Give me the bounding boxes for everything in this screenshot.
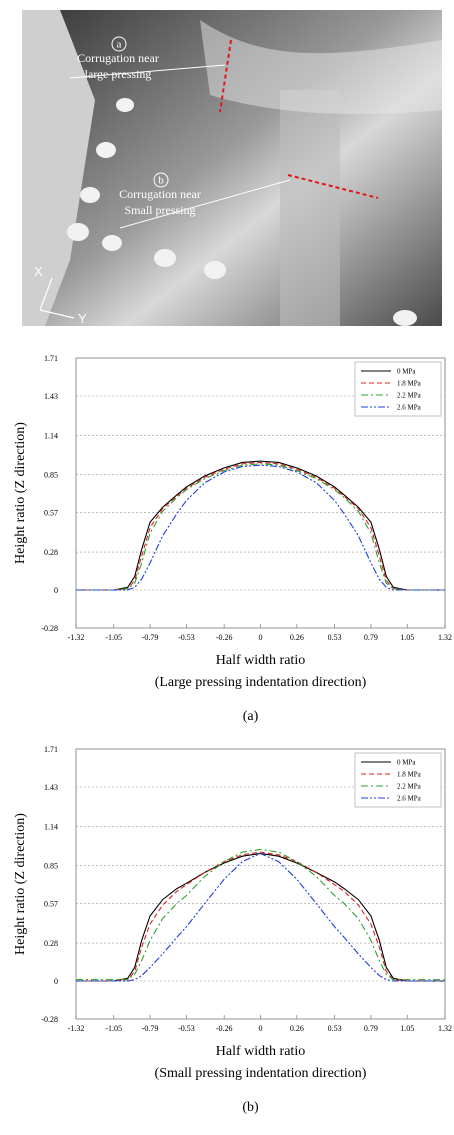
x-tick-label: -1.05: [105, 633, 122, 642]
photo-label: Small pressing: [125, 203, 196, 217]
axis-letter: X: [34, 264, 43, 279]
x-axis-label: Half width ratio: [216, 1044, 305, 1059]
photo-mark: b: [158, 175, 164, 187]
x-axis-label: Half width ratio: [216, 653, 305, 668]
x-tick-label: 0: [259, 633, 263, 642]
y-tick-label: 1.43: [44, 783, 58, 792]
x-tick-label: 1.05: [400, 1024, 414, 1033]
legend-label: 1.8 MPa: [397, 771, 422, 779]
series-line: [76, 848, 445, 981]
axis-note: (Large pressing indentation direction): [155, 675, 367, 690]
series-line: [76, 461, 445, 591]
x-tick-label: 1.05: [400, 633, 414, 642]
y-tick-label: 0: [54, 977, 58, 986]
photo-mark: a: [117, 39, 122, 51]
axis-note: (Small pressing indentation direction): [155, 1066, 367, 1081]
series-line: [76, 852, 445, 982]
series-line: [76, 852, 445, 982]
x-tick-label: -0.53: [178, 633, 195, 642]
y-tick-label: 0.57: [44, 900, 58, 909]
y-tick-label: 0.85: [44, 471, 58, 480]
x-tick-label: 1.32: [438, 1024, 452, 1033]
series-line: [76, 460, 445, 591]
y-tick-label: 0.85: [44, 862, 58, 871]
photo-label: Corrugation near: [77, 51, 159, 65]
x-tick-label: 0: [259, 1024, 263, 1033]
caption: (a): [243, 709, 259, 724]
x-tick-label: 0.26: [290, 1024, 304, 1033]
photo: [22, 10, 442, 326]
legend-label: 0 MPa: [397, 759, 416, 767]
legend-label: 2.6 MPa: [397, 404, 422, 412]
legend-label: 0 MPa: [397, 368, 416, 376]
y-tick-label: 0.57: [44, 509, 58, 518]
y-axis-label: Height ratio (Z direction): [13, 813, 28, 955]
x-tick-label: 0.79: [364, 1024, 378, 1033]
axis-letter: Y: [78, 311, 87, 326]
series-line: [76, 851, 445, 982]
y-tick-label: -0.28: [41, 624, 58, 633]
photo-label: large pressing: [85, 67, 152, 81]
x-tick-label: -0.53: [178, 1024, 195, 1033]
x-tick-label: -0.79: [142, 633, 159, 642]
y-tick-label: 1.14: [44, 822, 58, 831]
legend-label: 2.2 MPa: [397, 783, 422, 791]
legend-label: 2.2 MPa: [397, 392, 422, 400]
series-line: [76, 464, 445, 591]
photo-label: Corrugation near: [119, 187, 201, 201]
x-tick-label: -1.05: [105, 1024, 122, 1033]
y-tick-label: 1.71: [44, 354, 58, 363]
y-tick-label: 1.14: [44, 431, 58, 440]
x-tick-label: -0.79: [142, 1024, 159, 1033]
caption: (b): [242, 1100, 259, 1115]
y-axis-label: Height ratio (Z direction): [13, 422, 28, 564]
x-tick-label: 0.26: [290, 633, 304, 642]
legend-label: 2.6 MPa: [397, 795, 422, 803]
y-tick-label: 0.28: [44, 548, 58, 557]
x-tick-label: 0.53: [328, 1024, 342, 1033]
x-tick-label: 0.53: [328, 633, 342, 642]
x-tick-label: 0.79: [364, 633, 378, 642]
x-tick-label: -0.26: [216, 633, 233, 642]
y-tick-label: 0: [54, 586, 58, 595]
x-tick-label: 1.32: [438, 633, 452, 642]
legend-label: 1.8 MPa: [397, 380, 422, 388]
x-tick-label: -1.32: [68, 1024, 85, 1033]
y-tick-label: -0.28: [41, 1015, 58, 1024]
y-tick-label: 1.71: [44, 745, 58, 754]
x-tick-label: -0.26: [216, 1024, 233, 1033]
y-tick-label: 1.43: [44, 392, 58, 401]
x-tick-label: -1.32: [68, 633, 85, 642]
series-line: [76, 463, 445, 591]
y-tick-label: 0.28: [44, 939, 58, 948]
